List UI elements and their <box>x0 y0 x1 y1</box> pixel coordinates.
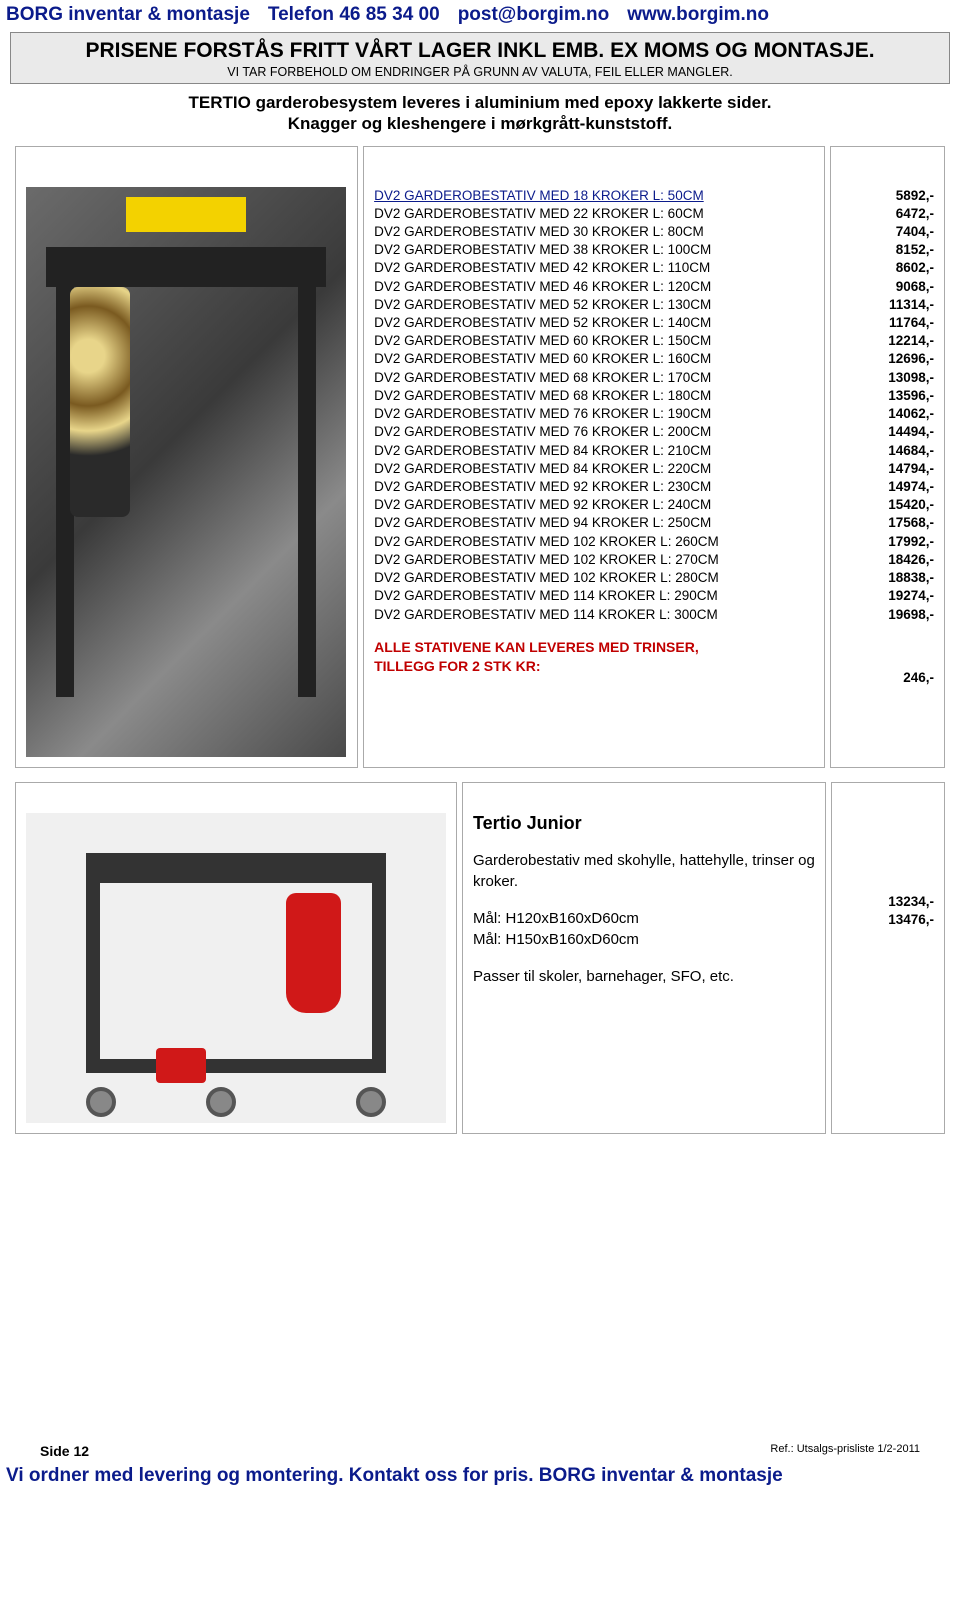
addon-text: ALLE STATIVENE KAN LEVERES MED TRINSER, … <box>374 638 814 676</box>
product-image-2 <box>26 813 446 1123</box>
product2-price-list: 13234,- 13476,- <box>842 793 934 929</box>
spec-line: DV2 GARDEROBESTATIV MED 22 KROKER L: 60C… <box>374 205 814 223</box>
image-accent-coat <box>70 287 130 517</box>
spec-line: DV2 GARDEROBESTATIV MED 76 KROKER L: 190… <box>374 405 814 423</box>
spec-line: DV2 GARDEROBESTATIV MED 102 KROKER L: 27… <box>374 551 814 569</box>
price-line: 19274,- <box>841 587 934 605</box>
price-line: 13596,- <box>841 387 934 405</box>
product2-price2: 13476,- <box>842 911 934 929</box>
product-subdesc: TERTIO garderobesystem leveres i alumini… <box>10 92 950 135</box>
product2-measurements: Mål: H120xB160xD60cm Mål: H150xB160xD60c… <box>473 908 815 950</box>
price-line: 14494,- <box>841 423 934 441</box>
price-line: 17992,- <box>841 533 934 551</box>
banner-line1: PRISENE FORSTÅS FRITT VÅRT LAGER INKL EM… <box>15 39 945 63</box>
spec-line: DV2 GARDEROBESTATIV MED 68 KROKER L: 170… <box>374 369 814 387</box>
spec-line: DV2 GARDEROBESTATIV MED 60 KROKER L: 160… <box>374 350 814 368</box>
price-line: 19698,- <box>841 606 934 624</box>
product2-title: Tertio Junior <box>473 813 815 834</box>
spec-line: DV2 GARDEROBESTATIV MED 84 KROKER L: 210… <box>374 442 814 460</box>
price-line: 8152,- <box>841 241 934 259</box>
spec-line: DV2 GARDEROBESTATIV MED 42 KROKER L: 110… <box>374 259 814 277</box>
spec-line: DV2 GARDEROBESTATIV MED 102 KROKER L: 28… <box>374 569 814 587</box>
subdesc-line2: Knagger og kleshengere i mørkgrått-kunst… <box>10 113 950 134</box>
price-line: 14684,- <box>841 442 934 460</box>
price-line: 14794,- <box>841 460 934 478</box>
spec-list: DV2 GARDEROBESTATIV MED 18 KROKER L: 50C… <box>374 157 814 624</box>
spec-line: DV2 GARDEROBESTATIV MED 76 KROKER L: 200… <box>374 423 814 441</box>
spec-line: DV2 GARDEROBESTATIV MED 68 KROKER L: 180… <box>374 387 814 405</box>
price-line: 5892,- <box>841 187 934 205</box>
price-line: 13098,- <box>841 369 934 387</box>
spec-line: DV2 GARDEROBESTATIV MED 18 KROKER L: 50C… <box>374 187 814 205</box>
product2-price1: 13234,- <box>842 893 934 911</box>
spec-line: DV2 GARDEROBESTATIV MED 52 KROKER L: 140… <box>374 314 814 332</box>
spec-line: DV2 GARDEROBESTATIV MED 38 KROKER L: 100… <box>374 241 814 259</box>
addon-price: 246,- <box>841 669 934 687</box>
header-phone: Telefon 46 85 34 00 <box>268 4 440 26</box>
price-line: 7404,- <box>841 223 934 241</box>
wheel-icon <box>86 1087 116 1117</box>
price-line: 6472,- <box>841 205 934 223</box>
spec-line: DV2 GARDEROBESTATIV MED 114 KROKER L: 30… <box>374 606 814 624</box>
product-image-cell <box>15 146 358 768</box>
product-image-1 <box>26 187 346 757</box>
addon-line1: ALLE STATIVENE KAN LEVERES MED TRINSER, <box>374 638 814 657</box>
wheel-icon <box>356 1087 386 1117</box>
header-email: post@borgim.no <box>458 4 610 26</box>
spec-line: DV2 GARDEROBESTATIV MED 46 KROKER L: 120… <box>374 278 814 296</box>
product2-desc-cell: Tertio Junior Garderobestativ med skohyl… <box>462 782 826 1134</box>
price-line: 18838,- <box>841 569 934 587</box>
page-ref: Ref.: Utsalgs-prisliste 1/2-2011 <box>770 1443 920 1459</box>
image-accent-jacket <box>286 893 341 1013</box>
product2-image-cell <box>15 782 457 1134</box>
banner-line2: VI TAR FORBEHOLD OM ENDRINGER PÅ GRUNN A… <box>15 65 945 79</box>
page-footer: Side 12 Ref.: Utsalgs-prisliste 1/2-2011 <box>10 1439 950 1463</box>
product-grid-2: Tertio Junior Garderobestativ med skohyl… <box>10 777 950 1139</box>
price-line: 8602,- <box>841 259 934 277</box>
spec-line: DV2 GARDEROBESTATIV MED 102 KROKER L: 26… <box>374 533 814 551</box>
image-accent-boot <box>156 1048 206 1083</box>
image-accent-yellow <box>126 197 246 232</box>
price-line: 14062,- <box>841 405 934 423</box>
product2-price-cell: 13234,- 13476,- <box>831 782 945 1134</box>
header-company: BORG inventar & montasje <box>6 4 250 26</box>
price-line: 11764,- <box>841 314 934 332</box>
wheel-icon <box>206 1087 236 1117</box>
price-line: 9068,- <box>841 278 934 296</box>
page-number: Side 12 <box>40 1443 89 1459</box>
price-banner: PRISENE FORSTÅS FRITT VÅRT LAGER INKL EM… <box>10 32 950 84</box>
spec-list-cell: DV2 GARDEROBESTATIV MED 18 KROKER L: 50C… <box>363 146 825 768</box>
spec-line: DV2 GARDEROBESTATIV MED 60 KROKER L: 150… <box>374 332 814 350</box>
price-line: 12696,- <box>841 350 934 368</box>
price-line: 12214,- <box>841 332 934 350</box>
price-line: 17568,- <box>841 514 934 532</box>
product2-meas1: Mål: H120xB160xD60cm <box>473 908 815 929</box>
header-bar: BORG inventar & montasje Telefon 46 85 3… <box>0 0 960 28</box>
product2-desc: Garderobestativ med skohylle, hattehylle… <box>473 850 815 892</box>
spec-line: DV2 GARDEROBESTATIV MED 52 KROKER L: 130… <box>374 296 814 314</box>
spec-line: DV2 GARDEROBESTATIV MED 30 KROKER L: 80C… <box>374 223 814 241</box>
price-line: 14974,- <box>841 478 934 496</box>
price-line: 11314,- <box>841 296 934 314</box>
price-line: 15420,- <box>841 496 934 514</box>
spec-line: DV2 GARDEROBESTATIV MED 92 KROKER L: 240… <box>374 496 814 514</box>
header-web: www.borgim.no <box>627 4 769 26</box>
price-list-cell: 5892,-6472,-7404,-8152,-8602,-9068,-1131… <box>830 146 945 768</box>
subdesc-line1: TERTIO garderobesystem leveres i alumini… <box>10 92 950 113</box>
spec-line: DV2 GARDEROBESTATIV MED 94 KROKER L: 250… <box>374 514 814 532</box>
product-grid-1: DV2 GARDEROBESTATIV MED 18 KROKER L: 50C… <box>10 141 950 773</box>
addon-line2: TILLEGG FOR 2 STK KR: <box>374 657 814 676</box>
price-line: 18426,- <box>841 551 934 569</box>
price-list: 5892,-6472,-7404,-8152,-8602,-9068,-1131… <box>841 157 934 687</box>
product2-meas2: Mål: H150xB160xD60cm <box>473 929 815 950</box>
spec-line: DV2 GARDEROBESTATIV MED 84 KROKER L: 220… <box>374 460 814 478</box>
spec-line: DV2 GARDEROBESTATIV MED 114 KROKER L: 29… <box>374 587 814 605</box>
spec-line: DV2 GARDEROBESTATIV MED 92 KROKER L: 230… <box>374 478 814 496</box>
product2-note: Passer til skoler, barnehager, SFO, etc. <box>473 966 815 987</box>
footer-bar: Vi ordner med levering og montering. Kon… <box>0 1463 960 1495</box>
